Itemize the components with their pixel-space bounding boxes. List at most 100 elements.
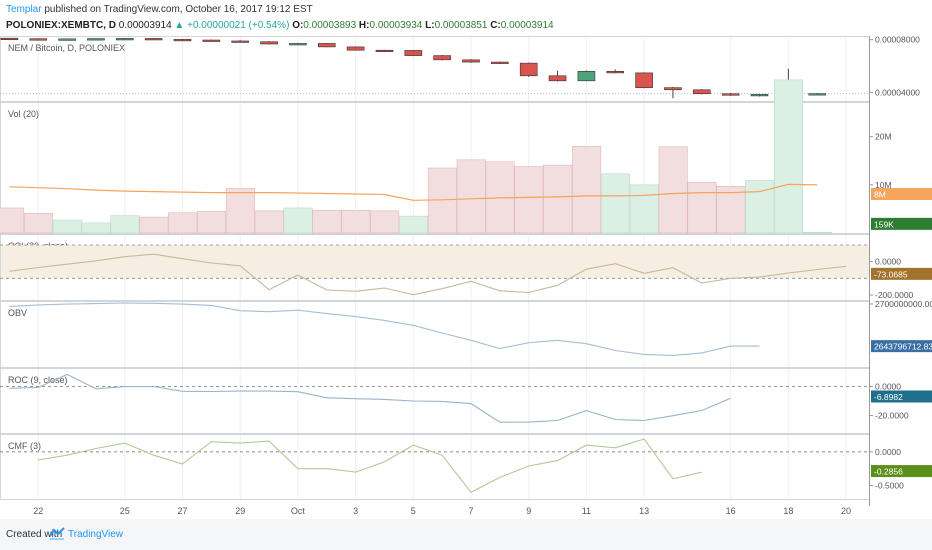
close-label: C: xyxy=(490,20,501,31)
created-with-text: Created with xyxy=(6,529,63,540)
x-tick-label: 27 xyxy=(177,506,187,516)
candle-body xyxy=(635,72,653,88)
candle-body xyxy=(289,43,307,46)
x-tick-label: 25 xyxy=(120,506,130,516)
y-tick-label: 2700000000.0000 xyxy=(875,299,932,309)
x-tick-label: 20 xyxy=(841,506,851,516)
candle-body xyxy=(260,41,278,45)
candle-body xyxy=(144,38,163,41)
volume-bar xyxy=(370,210,400,234)
price-pane-label: NEM / Bitcoin, D, POLONIEX xyxy=(8,43,125,53)
volume-bar xyxy=(543,164,573,234)
low-label: L: xyxy=(425,20,435,31)
candle-body xyxy=(116,38,134,41)
volume-bar xyxy=(110,215,140,234)
candle-body xyxy=(375,49,394,52)
y-tick-label: -200.0000 xyxy=(875,290,914,300)
candle-body xyxy=(808,93,827,96)
x-tick-label: 16 xyxy=(726,506,736,516)
volume-bar xyxy=(283,207,313,234)
candle-body xyxy=(606,71,625,74)
last-value-label: 159K xyxy=(874,219,894,229)
published-text: published on TradingView.com, October 16… xyxy=(44,4,313,15)
volume-bar xyxy=(514,166,544,234)
tradingview-logo-icon xyxy=(49,527,65,540)
volume-bar xyxy=(52,219,82,234)
cmf-pane-frame xyxy=(0,434,870,500)
volume-bar xyxy=(658,146,688,234)
volume-bar xyxy=(572,146,602,234)
candle-body xyxy=(433,55,451,61)
x-tick-label: 29 xyxy=(235,506,245,516)
volume-bar xyxy=(802,231,832,234)
obv-pane-label: OBV xyxy=(8,308,27,318)
cci-line xyxy=(9,253,847,296)
obv-pane-frame xyxy=(0,301,870,368)
x-tick-label: 5 xyxy=(411,506,416,516)
volume-bar xyxy=(341,210,371,234)
candle-body xyxy=(29,38,48,41)
y-tick-label: 0.0000 xyxy=(875,447,901,457)
candle-body xyxy=(692,89,711,95)
price-change: ▲ +0.00000021 (+0.54%) xyxy=(174,20,290,31)
price-pane-frame xyxy=(0,36,870,102)
publish-line: Templar published on TradingView.com, Oc… xyxy=(6,4,313,15)
last-value-label: 8M xyxy=(874,190,886,200)
current-price: 0.00003914 xyxy=(118,20,172,31)
last-value-badge xyxy=(871,188,932,200)
volume-bar xyxy=(600,173,630,234)
volume-bar xyxy=(629,184,659,234)
x-tick-label: 3 xyxy=(353,506,358,516)
x-tick-label: 22 xyxy=(33,506,43,516)
close-value: 0.00003914 xyxy=(500,20,554,31)
cmf-line xyxy=(38,438,702,493)
candle-body xyxy=(404,50,423,56)
roc-pane-label: ROC (9, close) xyxy=(8,375,68,385)
candle-body xyxy=(317,43,336,48)
candle-body xyxy=(58,38,76,41)
last-value-badge xyxy=(871,217,932,230)
candle-body xyxy=(721,93,740,96)
author-link[interactable]: Templar xyxy=(6,4,42,15)
chart-header: Templar published on TradingView.com, Oc… xyxy=(0,0,932,36)
last-value-label: 2643796712.8335 xyxy=(874,342,932,352)
last-value-badge xyxy=(871,267,932,280)
footer-bar: Created with TradingView xyxy=(0,519,932,550)
chart-canvas[interactable]: 22 25 27 29 Oct 3 5 7 9 11 13 16 18 20 NEM / Bitcoin, … xyxy=(0,36,932,519)
last-value-badge xyxy=(871,465,932,478)
volume-bar xyxy=(254,210,284,234)
candle-body xyxy=(0,37,19,40)
candle-body xyxy=(519,62,538,77)
candle-body xyxy=(231,40,249,43)
high-value: 0.00003934 xyxy=(369,20,423,31)
y-tick-label: 20M xyxy=(875,132,892,142)
cci-band xyxy=(1,245,869,279)
x-tick-label: Oct xyxy=(291,506,306,516)
cmf-pane-label: CMF (3) xyxy=(8,441,41,451)
roc-line xyxy=(9,373,731,423)
y-tick-label: 0.00008000 xyxy=(875,36,920,45)
volume-bar xyxy=(0,207,25,234)
high-label: H: xyxy=(358,20,370,31)
tradingview-link[interactable]: TradingView xyxy=(68,529,124,540)
candle-body xyxy=(664,87,682,91)
volume-bar xyxy=(745,180,775,234)
last-value-label: -73.0685 xyxy=(874,269,908,279)
volume-bar xyxy=(225,187,255,234)
y-tick-label: -20.0000 xyxy=(875,411,909,421)
last-value-badge xyxy=(871,340,932,353)
ohlc-line: POLONIEX:XEMBTC, D 0.00003914 ▲ +0.00000… xyxy=(6,20,554,31)
candle-body xyxy=(173,39,192,42)
x-tick-label: 7 xyxy=(468,506,473,516)
volume-bar xyxy=(23,212,53,234)
volume-bar xyxy=(456,159,486,234)
y-tick-label: 10M xyxy=(875,180,892,190)
x-tick-label: 11 xyxy=(582,506,591,516)
candle-body xyxy=(87,38,105,41)
y-tick-label: -0.5000 xyxy=(875,481,904,491)
candle-body xyxy=(577,71,596,82)
open-value: 0.00003893 xyxy=(303,20,357,31)
last-value-label: -0.2856 xyxy=(874,467,903,477)
last-value-badge xyxy=(871,390,932,403)
candle-body xyxy=(548,75,567,82)
